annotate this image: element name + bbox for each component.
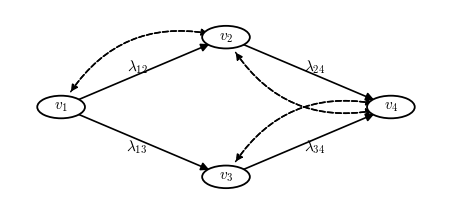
Text: $v_2$: $v_2$ — [218, 30, 233, 45]
Text: $\lambda_{12}$: $\lambda_{12}$ — [126, 58, 147, 76]
Text: $\lambda_{34}$: $\lambda_{34}$ — [304, 138, 325, 156]
Text: $v_3$: $v_3$ — [218, 169, 233, 184]
Text: $v_4$: $v_4$ — [383, 100, 397, 114]
Circle shape — [202, 26, 249, 48]
Circle shape — [202, 166, 249, 188]
Circle shape — [366, 96, 414, 118]
Text: $v_1$: $v_1$ — [54, 100, 68, 114]
Circle shape — [37, 96, 85, 118]
Text: $\lambda_{24}$: $\lambda_{24}$ — [304, 58, 325, 76]
Text: $\lambda_{13}$: $\lambda_{13}$ — [126, 138, 147, 156]
